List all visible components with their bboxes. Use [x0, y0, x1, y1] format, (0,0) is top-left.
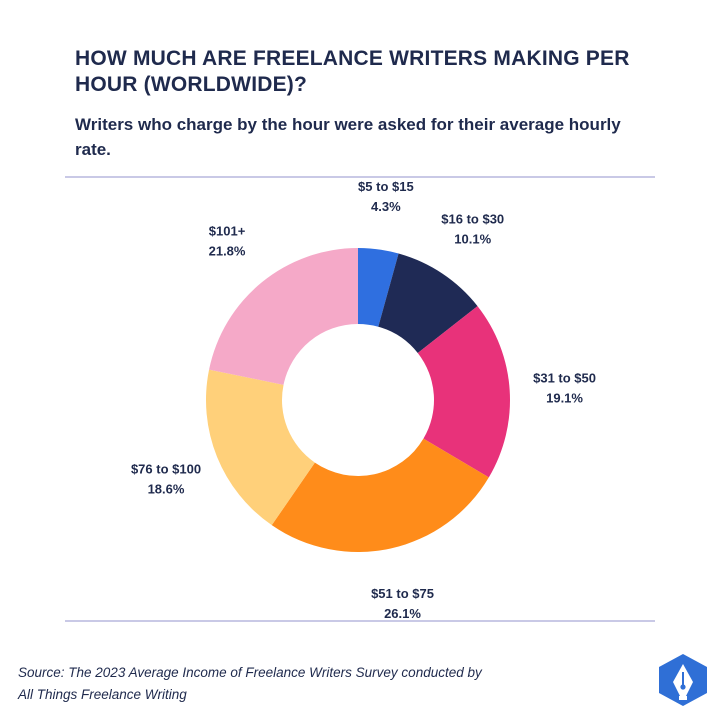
slice-label-3: $51 to $75 26.1%	[371, 586, 434, 621]
slice-category-label: $5 to $15	[358, 179, 414, 194]
slice-5	[209, 248, 358, 385]
slice-value-label: 21.8%	[209, 244, 246, 259]
slice-label-0: $5 to $15 4.3%	[358, 179, 414, 214]
chart-subtitle: Writers who charge by the hour were aske…	[75, 115, 621, 159]
slice-value-label: 10.1%	[454, 232, 491, 247]
labels-group: $5 to $15 4.3% $16 to $30 10.1% $31 to $50 19…	[131, 179, 596, 621]
slice-label-4: $76 to $100 18.6%	[131, 461, 201, 496]
slice-label-5: $101+ 21.8%	[209, 224, 246, 259]
slices-group	[206, 248, 510, 553]
slice-3	[271, 438, 489, 553]
bottom-divider	[65, 620, 655, 622]
top-divider	[65, 176, 655, 178]
slice-value-label: 19.1%	[546, 390, 583, 405]
chart-title: HOW MUCH ARE FREELANCE WRITERS MAKING PE…	[75, 47, 630, 96]
source-line-2: All Things Freelance Writing	[18, 687, 187, 702]
slice-value-label: 18.6%	[148, 481, 185, 496]
slice-category-label: $31 to $50	[533, 370, 596, 385]
source-note: Source: The 2023 Average Income of Freel…	[18, 662, 618, 706]
slice-value-label: 26.1%	[384, 606, 421, 621]
pen-nib-icon	[659, 654, 707, 706]
slice-value-label: 4.3%	[371, 199, 401, 214]
slice-category-label: $101+	[209, 224, 246, 239]
slice-label-2: $31 to $50 19.1%	[533, 370, 596, 405]
slice-category-label: $51 to $75	[371, 586, 434, 601]
slice-2	[417, 306, 510, 478]
slice-4	[206, 369, 315, 526]
slice-category-label: $16 to $30	[441, 212, 504, 227]
slice-category-label: $76 to $100	[131, 461, 201, 476]
source-line-1: Source: The 2023 Average Income of Freel…	[18, 665, 482, 680]
slice-label-1: $16 to $30 10.1%	[441, 212, 504, 247]
slice-0	[358, 248, 399, 327]
slice-1	[378, 253, 478, 354]
